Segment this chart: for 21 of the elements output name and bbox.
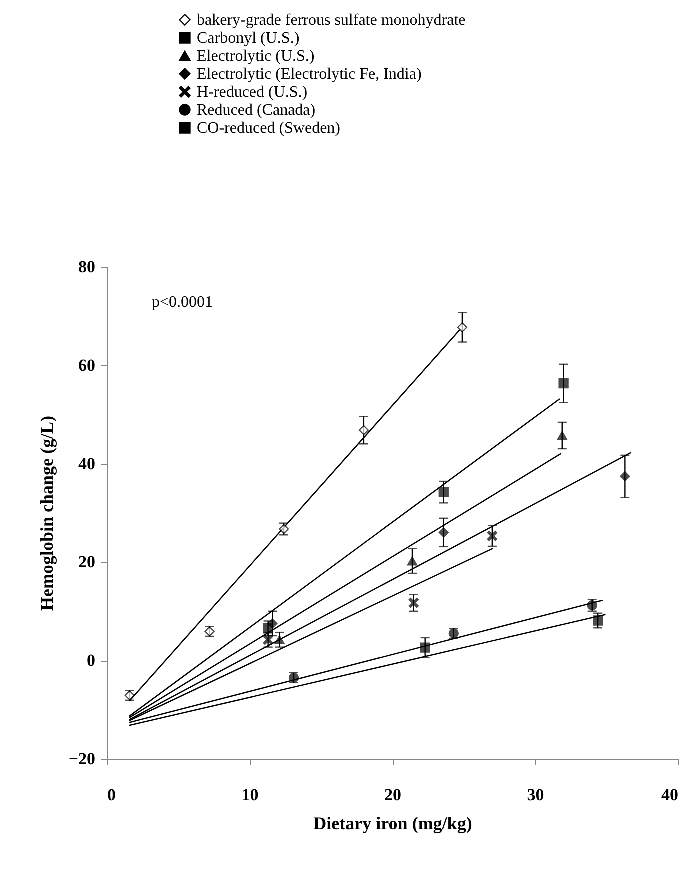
y-axis-title: Hemoglobin change (g/L)	[36, 416, 57, 612]
y-tick-label: 60	[78, 356, 96, 375]
legend-label: Reduced (Canada)	[197, 102, 316, 119]
annotation: p<0.0001	[152, 294, 214, 311]
y-tick-label: 80	[78, 258, 96, 276]
legend-label: Electrolytic (Electrolytic Fe, India)	[197, 66, 422, 83]
x-tick-label: 20	[384, 786, 402, 804]
y-tick-label: 20	[78, 552, 96, 572]
x-tick-label: 10	[242, 786, 259, 804]
legend-label: CO-reduced (Sweden)	[197, 120, 340, 137]
y-tick-label: −20	[68, 750, 96, 768]
legend-label: Carbonyl (U.S.)	[197, 30, 300, 47]
legend-label: bakery-grade ferrous sulfate monohydrate	[197, 12, 466, 29]
legend-label: H-reduced (U.S.)	[197, 84, 308, 101]
y-tick-label: 0	[87, 651, 96, 670]
x-tick-label: 0	[108, 786, 116, 804]
y-tick-label: 40	[78, 454, 96, 474]
x-tick-label: 40	[662, 786, 678, 804]
legend-label: Electrolytic (U.S.)	[197, 48, 315, 65]
x-axis-title: Dietary iron (mg/kg)	[314, 814, 472, 834]
x-tick-label: 30	[527, 786, 544, 804]
